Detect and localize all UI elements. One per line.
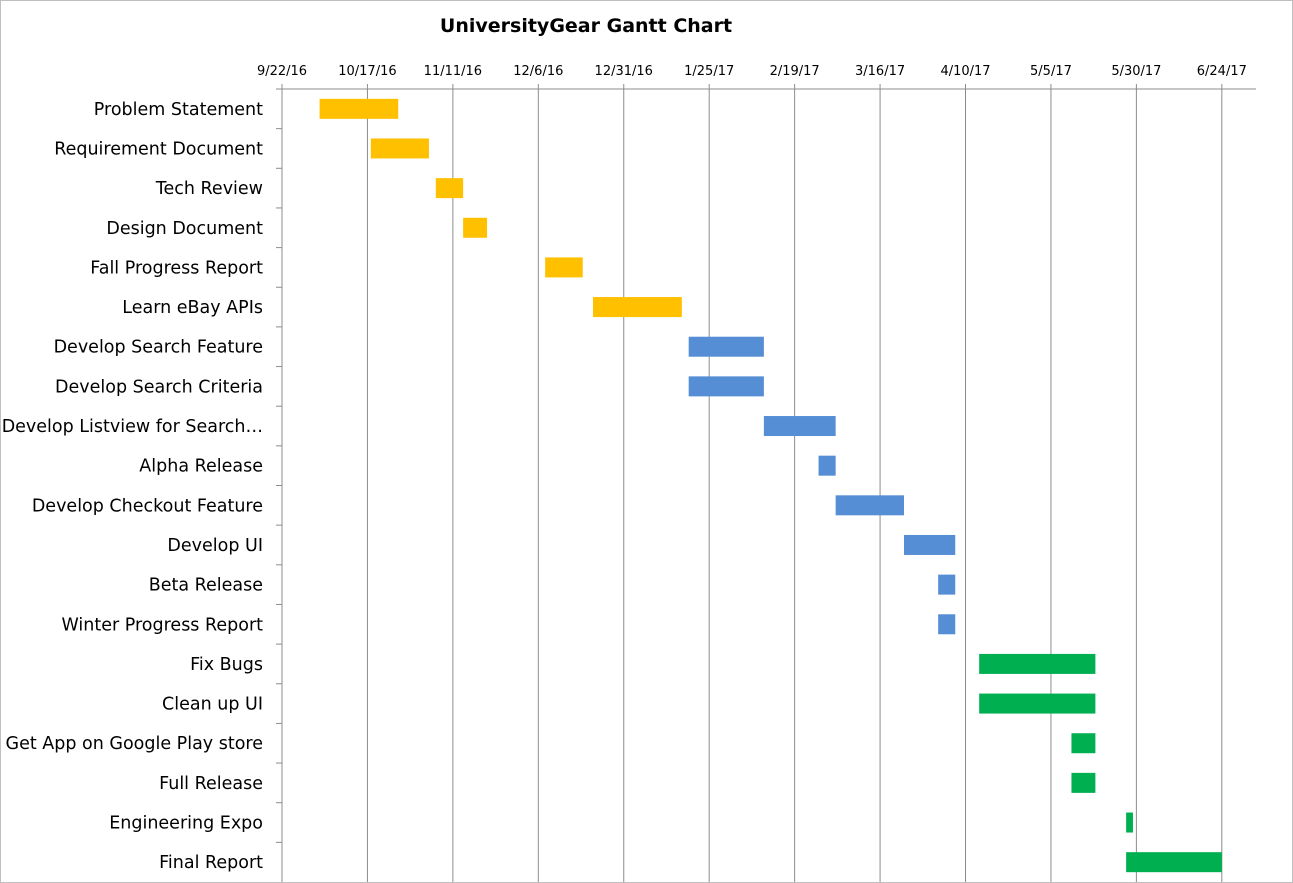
x-tick-label: 6/24/17 <box>1197 64 1247 79</box>
task-label: Requirement Document <box>54 139 263 159</box>
task-bar <box>818 455 836 476</box>
task-bar <box>688 376 764 397</box>
task-label: Learn eBay APIs <box>122 298 263 318</box>
task-bar <box>1071 772 1096 793</box>
task-label: Problem Statement <box>94 100 263 120</box>
x-tick-label: 4/10/17 <box>940 64 990 79</box>
task-label: Develop Checkout Feature <box>32 496 263 516</box>
task-label: Clean up UI <box>162 695 263 715</box>
task-label: Full Release <box>159 774 263 794</box>
task-label: Develop Search Feature <box>54 338 263 358</box>
x-tick-label: 1/25/17 <box>684 64 734 79</box>
task-bar <box>1126 812 1133 833</box>
task-bar <box>463 217 488 238</box>
x-tick-label: 11/11/16 <box>424 64 482 79</box>
task-label: Alpha Release <box>139 457 263 477</box>
x-tick-label: 5/5/17 <box>1030 64 1072 79</box>
x-tick-label: 5/30/17 <box>1111 64 1161 79</box>
task-bar <box>835 495 904 516</box>
task-bar <box>370 138 429 159</box>
task-label: Fix Bugs <box>190 655 263 675</box>
task-bar <box>1126 852 1222 873</box>
task-bar <box>938 614 956 635</box>
task-bar <box>938 574 956 595</box>
task-bar <box>545 257 583 278</box>
x-tick-label: 3/16/17 <box>855 64 905 79</box>
task-bar <box>435 178 464 199</box>
x-tick-label: 12/31/16 <box>595 64 653 79</box>
task-bar <box>903 534 956 555</box>
task-label: Develop Listview for Search… <box>2 417 263 437</box>
task-bar <box>979 653 1096 674</box>
task-label: Fall Progress Report <box>90 258 263 278</box>
task-bar <box>592 297 682 318</box>
task-label: Engineering Expo <box>109 814 263 834</box>
task-bar <box>979 693 1096 714</box>
task-label: Develop Search Criteria <box>55 377 263 397</box>
task-label: Design Document <box>106 219 263 239</box>
x-tick-label: 12/6/16 <box>513 64 563 79</box>
task-label: Winter Progress Report <box>61 615 263 635</box>
x-tick-label: 2/19/17 <box>770 64 820 79</box>
task-bar <box>688 336 764 357</box>
chart-title: UniversityGear Gantt Chart <box>439 15 733 37</box>
task-bar <box>1071 733 1096 754</box>
task-label: Develop UI <box>167 536 263 556</box>
x-tick-label: 9/22/16 <box>257 64 307 79</box>
task-label: Get App on Google Play store <box>6 734 263 754</box>
task-bar <box>319 98 399 119</box>
task-label: Final Report <box>159 853 263 873</box>
x-tick-label: 10/17/16 <box>338 64 396 79</box>
task-label: Tech Review <box>155 179 263 199</box>
task-bar <box>763 416 836 437</box>
task-label: Beta Release <box>149 576 263 596</box>
